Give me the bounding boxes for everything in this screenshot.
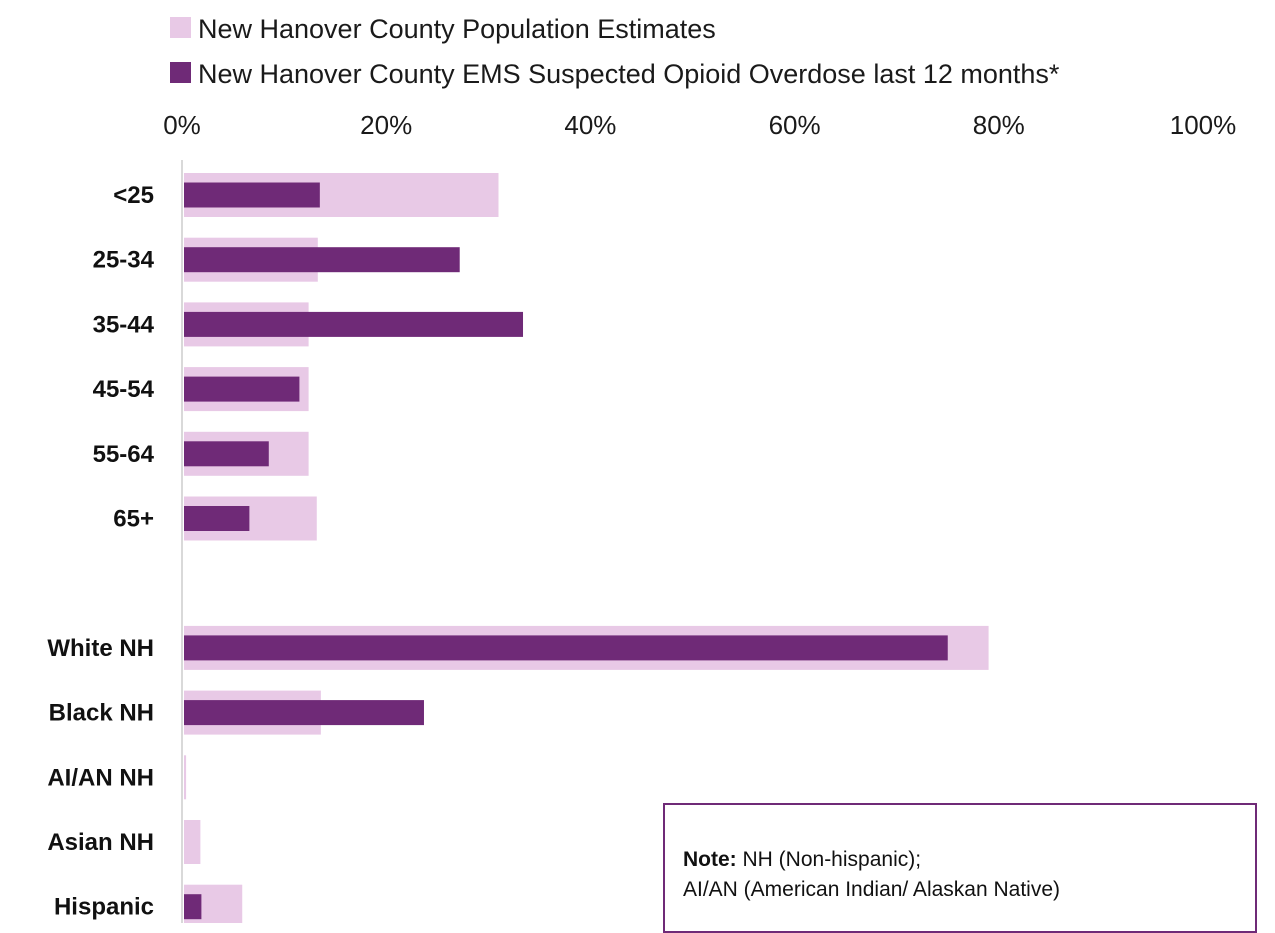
bar-overdose bbox=[184, 506, 250, 531]
x-axis-ticks: 0% 20% 40% 60% 80% 100% bbox=[163, 110, 1236, 140]
category-label: 65+ bbox=[113, 506, 154, 533]
x-tick-label: 0% bbox=[163, 110, 201, 140]
note-line-1: Note: NH (Non-hispanic); bbox=[683, 845, 1255, 875]
bar-overdose bbox=[184, 376, 300, 402]
bar-overdose bbox=[184, 635, 948, 661]
bar-population bbox=[184, 820, 201, 864]
note-line-2: AI/AN (American Indian/ Alaskan Native) bbox=[683, 878, 1060, 901]
legend-swatch-0 bbox=[170, 17, 191, 38]
bar-overdose bbox=[184, 247, 460, 273]
x-tick-label: 80% bbox=[973, 110, 1025, 140]
category-label: Asian NH bbox=[47, 829, 154, 856]
x-tick-label: 100% bbox=[1170, 110, 1237, 140]
note-label: Note: bbox=[683, 848, 737, 871]
category-label: 45-54 bbox=[93, 376, 155, 403]
bar-overdose bbox=[184, 311, 524, 337]
bars bbox=[184, 173, 989, 923]
category-label: <25 bbox=[113, 182, 154, 209]
category-label: Hispanic bbox=[54, 894, 154, 921]
category-label: 35-44 bbox=[93, 311, 155, 338]
category-label: AI/AN NH bbox=[47, 764, 154, 791]
legend-label-1: New Hanover County EMS Suspected Opioid … bbox=[198, 59, 1060, 89]
category-label: White NH bbox=[47, 635, 154, 662]
note-text-1: NH (Non-hispanic); bbox=[736, 848, 922, 871]
legend-label-0: New Hanover County Population Estimates bbox=[198, 14, 716, 44]
x-tick-label: 20% bbox=[360, 110, 412, 140]
bar-overdose bbox=[184, 182, 320, 208]
bar-overdose bbox=[184, 700, 424, 726]
legend-swatch-1 bbox=[170, 62, 191, 83]
bar-population bbox=[184, 755, 187, 800]
category-labels: <25 25-34 35-44 45-54 55-64 65+ White NH Black … bbox=[47, 182, 154, 921]
category-label: Black NH bbox=[49, 700, 154, 727]
category-label: 55-64 bbox=[93, 441, 155, 468]
x-tick-label: 40% bbox=[564, 110, 616, 140]
legend: New Hanover County Population Estimates N… bbox=[170, 14, 1060, 89]
category-label: 25-34 bbox=[93, 247, 155, 274]
note-box: Note: NH (Non-hispanic); AI/AN (American… bbox=[663, 803, 1257, 933]
x-tick-label: 60% bbox=[769, 110, 821, 140]
bar-overdose bbox=[184, 894, 202, 920]
bar-overdose bbox=[184, 441, 269, 467]
